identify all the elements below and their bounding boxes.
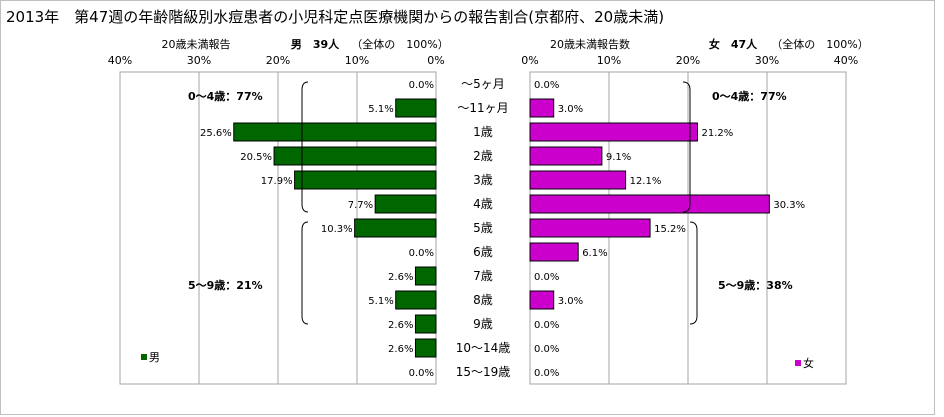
female-data-label: 0.0% xyxy=(534,272,559,283)
female-data-label: 0.0% xyxy=(534,80,559,91)
legend-female-swatch xyxy=(795,360,801,366)
female-bar xyxy=(529,170,627,190)
male-header-total: （全体の 100%） xyxy=(351,37,448,51)
category-label: ～5ヶ月 xyxy=(461,77,505,91)
male-bars xyxy=(233,98,437,358)
chart-title: 2013年 第47週の年齢階級別水痘患者の小児科定点医療機関からの報告割合(京都… xyxy=(6,8,664,26)
male-data-label: 7.7% xyxy=(348,200,373,211)
male-tick-label: 20% xyxy=(266,54,290,67)
male-tick-label: 30% xyxy=(187,54,211,67)
male-bar xyxy=(294,170,437,190)
female-data-label: 6.1% xyxy=(582,248,607,259)
female-tick-label: 10% xyxy=(597,54,621,67)
female-bar xyxy=(529,122,698,142)
male-bar xyxy=(273,146,437,166)
female-tick-label: 20% xyxy=(676,54,700,67)
category-label: 6歳 xyxy=(473,245,493,259)
female-data-labels: 0.0% 3.0% 21.2% 9.1% 12.1% 30.3% 15.2% 6.1% 0.0%… xyxy=(534,80,805,379)
category-label: 8歳 xyxy=(473,293,493,307)
male-tick-label: 10% xyxy=(345,54,369,67)
male-brace-5-9 xyxy=(301,221,309,325)
female-tick-labels: 0% 10% 20% 30% 40% xyxy=(521,54,858,67)
female-annotation-5-9: 5～9歳：38% xyxy=(718,278,793,292)
female-data-label: 12.1% xyxy=(630,176,662,187)
male-data-label: 2.6% xyxy=(388,272,413,283)
male-bar xyxy=(395,290,437,310)
female-data-label: 30.3% xyxy=(773,200,805,211)
category-label: 2歳 xyxy=(473,149,493,163)
female-bar xyxy=(529,242,579,262)
female-data-label: 0.0% xyxy=(534,320,559,331)
male-bar xyxy=(395,98,437,118)
female-tick-label: 0% xyxy=(521,54,538,67)
category-label: 1歳 xyxy=(473,125,493,139)
male-data-label: 0.0% xyxy=(409,80,434,91)
female-header-total: （全体の 100%） xyxy=(771,37,868,51)
female-header-label: 20歳未満報告数 xyxy=(550,38,630,51)
male-annotation-5-9: 5～9歳：21% xyxy=(188,278,263,292)
female-data-label: 15.2% xyxy=(654,224,686,235)
male-data-label: 20.5% xyxy=(240,152,272,163)
male-data-label: 2.6% xyxy=(388,344,413,355)
category-labels: ～5ヶ月 ～11ヶ月 1歳 2歳 3歳 4歳 5歳 6歳 7歳 8歳 9歳 10～14歳 15～19歳 xyxy=(456,77,511,379)
legend-male-swatch xyxy=(141,354,147,360)
category-label: 9歳 xyxy=(473,317,493,331)
legend-male-label: 男 xyxy=(149,351,160,364)
female-bar xyxy=(529,146,603,166)
female-bar xyxy=(529,194,770,214)
male-bar xyxy=(414,314,437,334)
female-data-label: 3.0% xyxy=(558,296,583,307)
male-data-label: 5.1% xyxy=(368,104,393,115)
male-bar xyxy=(414,266,437,286)
female-bar xyxy=(529,98,555,118)
male-header-count: 男 39人 xyxy=(291,37,340,51)
male-data-label: 10.3% xyxy=(321,224,353,235)
male-annotation-0-4: 0～4歳：77% xyxy=(188,89,263,103)
category-label: 4歳 xyxy=(473,197,493,211)
male-data-label: 5.1% xyxy=(368,296,393,307)
category-label: 15～19歳 xyxy=(456,365,511,379)
female-annotation-0-4: 0～4歳：77% xyxy=(712,89,787,103)
male-tick-label: 40% xyxy=(108,54,132,67)
female-bars xyxy=(529,98,770,310)
male-bar xyxy=(233,122,437,142)
category-label: 7歳 xyxy=(473,269,493,283)
female-brace-0-4 xyxy=(682,81,691,213)
male-bar xyxy=(354,218,437,238)
female-data-label: 3.0% xyxy=(558,104,583,115)
male-data-label: 25.6% xyxy=(200,128,232,139)
male-header-label: 20歳未満報告 xyxy=(162,38,231,51)
category-label: 5歳 xyxy=(473,221,493,235)
category-label: 3歳 xyxy=(473,173,493,187)
male-bar xyxy=(374,194,437,214)
male-brace-0-4 xyxy=(301,81,309,213)
male-data-labels: 0.0% 5.1% 25.6% 20.5% 17.9% 7.7% 10.3% 0.0% 2.6%… xyxy=(200,80,434,379)
male-data-label: 2.6% xyxy=(388,320,413,331)
category-label: ～11ヶ月 xyxy=(457,101,508,115)
female-brace-5-9 xyxy=(689,221,698,325)
female-data-label: 9.1% xyxy=(606,152,631,163)
legend-female-label: 女 xyxy=(803,356,814,370)
female-data-label: 21.2% xyxy=(701,128,733,139)
category-label: 10～14歳 xyxy=(456,341,511,355)
female-tick-label: 40% xyxy=(834,54,858,67)
female-bar xyxy=(529,290,555,310)
male-data-label: 0.0% xyxy=(409,368,434,379)
male-tick-labels: 40% 30% 20% 10% 0% xyxy=(108,54,445,67)
female-data-label: 0.0% xyxy=(534,368,559,379)
female-bar xyxy=(529,218,651,238)
female-header-count: 女 47人 xyxy=(709,37,758,51)
male-bar xyxy=(414,338,437,358)
male-tick-label: 0% xyxy=(427,54,444,67)
female-tick-label: 30% xyxy=(755,54,779,67)
male-data-label: 0.0% xyxy=(409,248,434,259)
female-data-label: 0.0% xyxy=(534,344,559,355)
male-data-label: 17.9% xyxy=(261,176,293,187)
